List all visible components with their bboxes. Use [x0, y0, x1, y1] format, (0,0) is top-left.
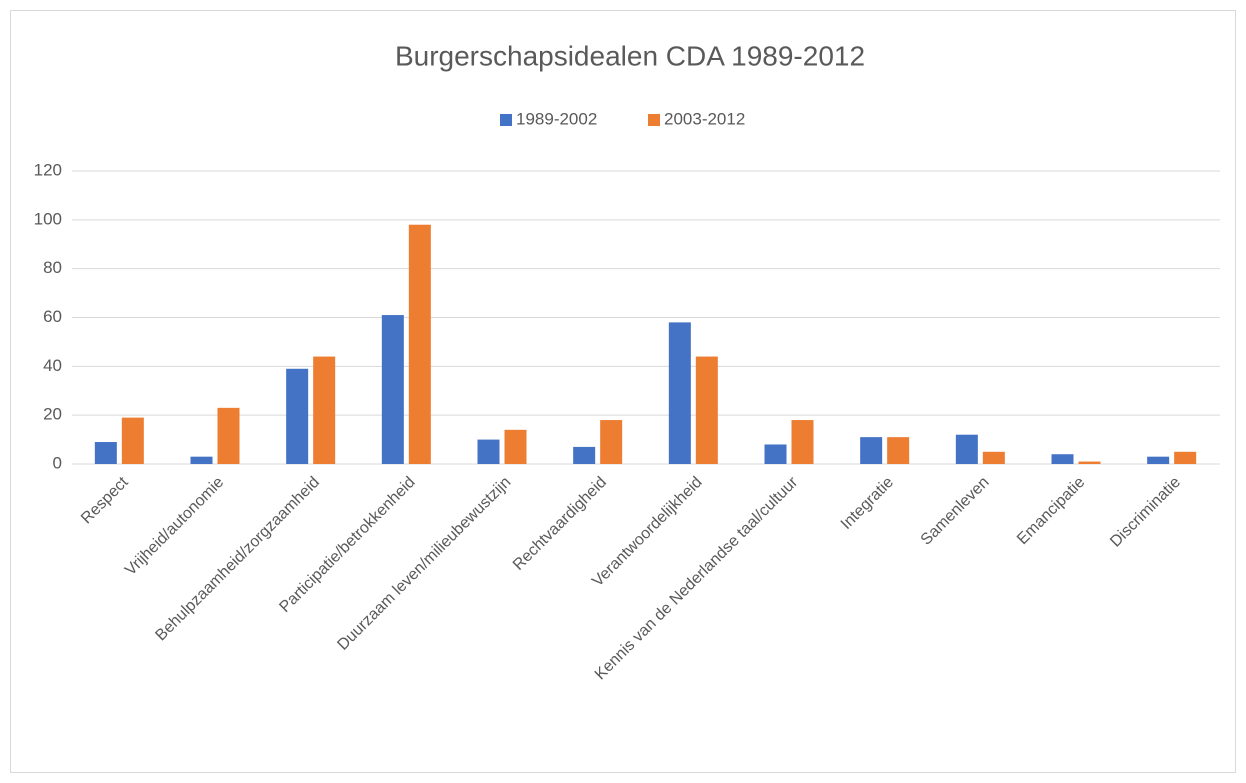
- bar: [668, 322, 691, 464]
- bar: [477, 439, 500, 464]
- y-tick-label: 20: [43, 405, 62, 424]
- bar: [791, 420, 814, 464]
- bar: [190, 456, 213, 464]
- bar: [600, 420, 623, 464]
- bar: [1174, 451, 1197, 464]
- y-tick-label: 100: [34, 209, 62, 228]
- bar: [695, 356, 718, 464]
- y-tick-label: 60: [43, 307, 62, 326]
- bar: [860, 437, 883, 464]
- y-tick-label: 40: [43, 356, 62, 375]
- chart-title: Burgerschapsidealen CDA 1989-2012: [395, 40, 865, 71]
- y-tick-label: 0: [53, 453, 62, 472]
- bar: [764, 444, 787, 464]
- legend-label: 2003-2012: [664, 109, 745, 128]
- bar: [408, 224, 431, 464]
- bar: [313, 356, 336, 464]
- legend-swatch: [648, 114, 660, 126]
- bar: [381, 315, 404, 464]
- bar: [1078, 461, 1101, 464]
- bar: [955, 434, 978, 464]
- bar: [1147, 456, 1170, 464]
- bar: [94, 442, 117, 464]
- bar: [573, 446, 596, 464]
- bar: [504, 429, 527, 464]
- legend-label: 1989-2002: [516, 109, 597, 128]
- chart-border: [10, 10, 1236, 773]
- bar: [121, 417, 144, 464]
- bar: [887, 437, 910, 464]
- bar: [286, 368, 309, 464]
- y-tick-label: 80: [43, 258, 62, 277]
- bar: [217, 407, 240, 464]
- bar: [982, 451, 1005, 464]
- bar: [1051, 454, 1074, 464]
- y-tick-label: 120: [34, 160, 62, 179]
- legend-swatch: [500, 114, 512, 126]
